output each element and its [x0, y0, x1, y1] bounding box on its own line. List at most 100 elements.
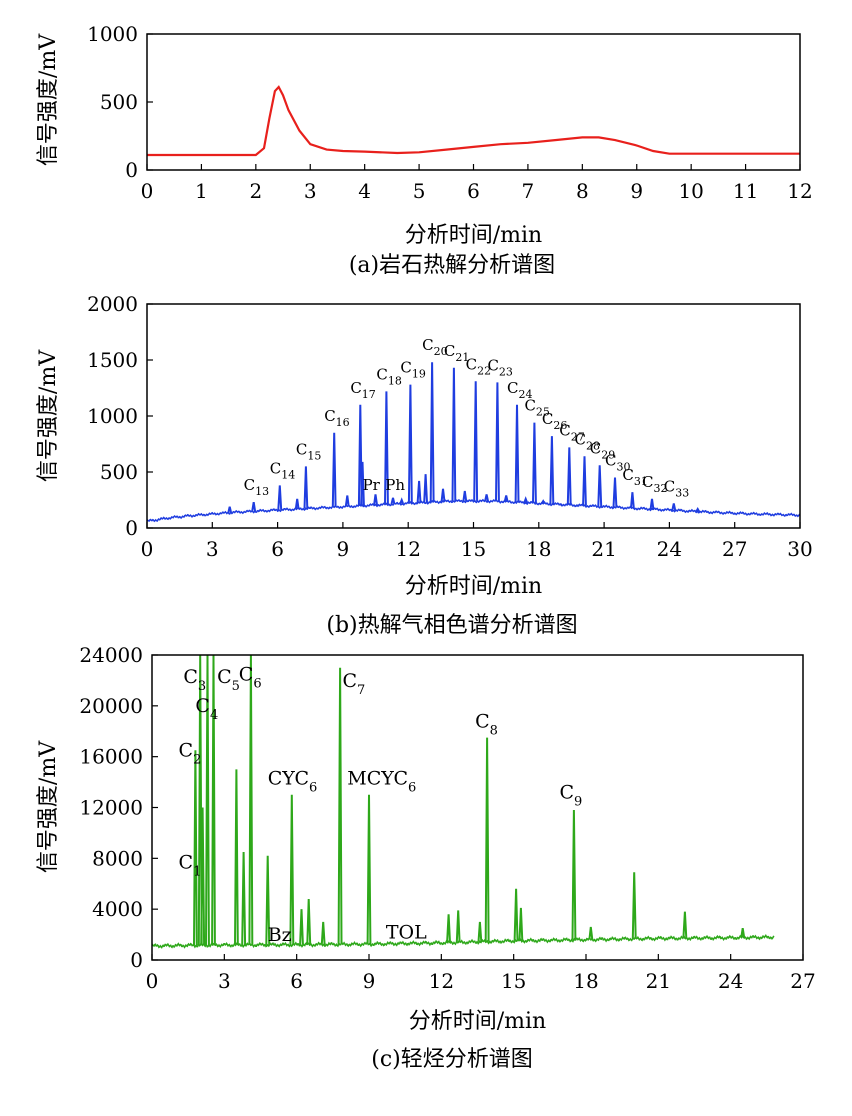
y-tick-label: 4000 — [92, 897, 143, 921]
peak-5 — [384, 391, 389, 505]
peak-label: C21 — [444, 342, 469, 364]
x-tick-label: 3 — [218, 969, 231, 993]
plot-area — [147, 362, 800, 523]
x-tick-label: 18 — [526, 537, 551, 561]
peak-label: C7 — [342, 670, 365, 698]
x-tick-label: 9 — [363, 969, 376, 993]
peak-label: C31 — [622, 466, 647, 488]
peak-10 — [495, 382, 500, 502]
peak-19 — [513, 888, 519, 941]
x-tick-label: 5 — [413, 179, 426, 203]
peak-label: C14 — [270, 459, 295, 481]
peak-16 — [597, 465, 603, 507]
peak-label: C2 — [179, 740, 202, 768]
x-tick-label: 3 — [206, 537, 219, 561]
x-tick-label: 9 — [337, 537, 350, 561]
x-tick-label: 2 — [249, 179, 262, 203]
chart-caption: (b)热解气相色谱分析谱图 — [326, 613, 577, 638]
peak-13 — [549, 436, 555, 505]
x-tick-label: 6 — [467, 179, 480, 203]
x-tick-label: 15 — [501, 969, 526, 993]
plot-area — [152, 654, 775, 949]
peak-3 — [331, 432, 337, 508]
peak-label: C29 — [590, 439, 615, 461]
x-axis-label: 分析时间/min — [405, 223, 542, 248]
peak-24 — [682, 911, 688, 939]
x-tick-label: 6 — [271, 537, 284, 561]
peak-10 — [299, 909, 304, 945]
x-tick-label: 30 — [787, 537, 812, 561]
peak-31 — [462, 490, 468, 502]
peak-6 — [241, 851, 247, 945]
y-tick-label: 0 — [130, 948, 143, 972]
peak-2 — [303, 466, 309, 509]
plot-frame — [146, 33, 801, 171]
peak-7 — [429, 362, 435, 503]
peak-2 — [200, 807, 206, 946]
x-tick-label: 0 — [141, 179, 154, 203]
x-tick-label: 12 — [787, 179, 812, 203]
peak-label: C18 — [376, 365, 401, 387]
y-tick-label: 20000 — [79, 694, 143, 718]
peak-17 — [477, 921, 483, 942]
peak-25 — [740, 928, 746, 938]
plot-area — [147, 85, 800, 157]
peak-1 — [277, 485, 283, 511]
x-tick-label: 24 — [718, 969, 743, 993]
peak-label: C27 — [559, 421, 584, 443]
peak-15 — [582, 456, 587, 506]
peak-label: MCYC6 — [347, 768, 416, 796]
peak-label: C3 — [183, 666, 206, 694]
peak-label: C30 — [605, 452, 630, 474]
y-tick-label: 1500 — [87, 348, 138, 372]
x-tick-label: 21 — [591, 537, 616, 561]
peak-35 — [540, 499, 546, 505]
peak-38 — [695, 506, 700, 512]
peak-4 — [211, 654, 216, 946]
peak-22 — [294, 498, 300, 510]
peak-12 — [320, 921, 326, 945]
peak-25 — [373, 494, 378, 506]
x-axis-label: 分析时间/min — [409, 1009, 546, 1034]
peak-label: C24 — [507, 379, 532, 401]
peak-label: C20 — [422, 336, 447, 358]
y-tick-label: 1000 — [87, 404, 138, 428]
x-tick-label: 0 — [146, 969, 159, 993]
peak-24 — [360, 461, 365, 506]
peak-17 — [612, 477, 618, 508]
y-axis-label: 信号强度/mV — [36, 33, 61, 166]
x-tick-label: 27 — [722, 537, 747, 561]
peak-label: Bz — [268, 924, 292, 946]
peak-23 — [344, 495, 350, 507]
peak-label: C8 — [475, 710, 498, 738]
peak-8 — [451, 367, 457, 502]
baseline-line — [147, 498, 800, 523]
y-tick-label: 2000 — [87, 292, 138, 316]
peak-23 — [631, 872, 637, 939]
peak-26 — [390, 497, 396, 505]
peak-22 — [588, 926, 594, 940]
x-tick-label: 11 — [733, 179, 758, 203]
x-tick-label: 18 — [573, 969, 598, 993]
peak-label: C1 — [179, 852, 202, 880]
baseline-line — [152, 933, 775, 949]
chart-panel-1: 0 3 6 9 12 15 18 21 24 27 30 0 500 1000 1500 2000 分析时间/m… — [36, 292, 813, 638]
peak-label: C19 — [400, 359, 425, 381]
x-tick-label: 4 — [358, 179, 371, 203]
peak-label: CYC6 — [268, 768, 318, 796]
peak-label: C15 — [296, 440, 321, 462]
peak-14 — [366, 794, 372, 945]
chart-caption: (a)岩石热解分析谱图 — [349, 253, 555, 278]
peak-label: C28 — [575, 430, 600, 452]
chart-panel-0: 0 1 2 3 4 5 6 7 8 9 10 11 1205001000分析时间/min信号强度/mV(… — [36, 22, 813, 278]
peak-label: C5 — [217, 666, 240, 694]
peak-label: C22 — [466, 355, 491, 377]
x-axis-label: 分析时间/min — [405, 574, 542, 599]
y-tick-label: 16000 — [79, 745, 143, 769]
peak-label: C6 — [239, 663, 262, 691]
x-tick-label: 21 — [646, 969, 671, 993]
y-tick-label: 8000 — [92, 846, 143, 870]
peak-21 — [571, 809, 577, 940]
peak-20 — [671, 503, 677, 511]
